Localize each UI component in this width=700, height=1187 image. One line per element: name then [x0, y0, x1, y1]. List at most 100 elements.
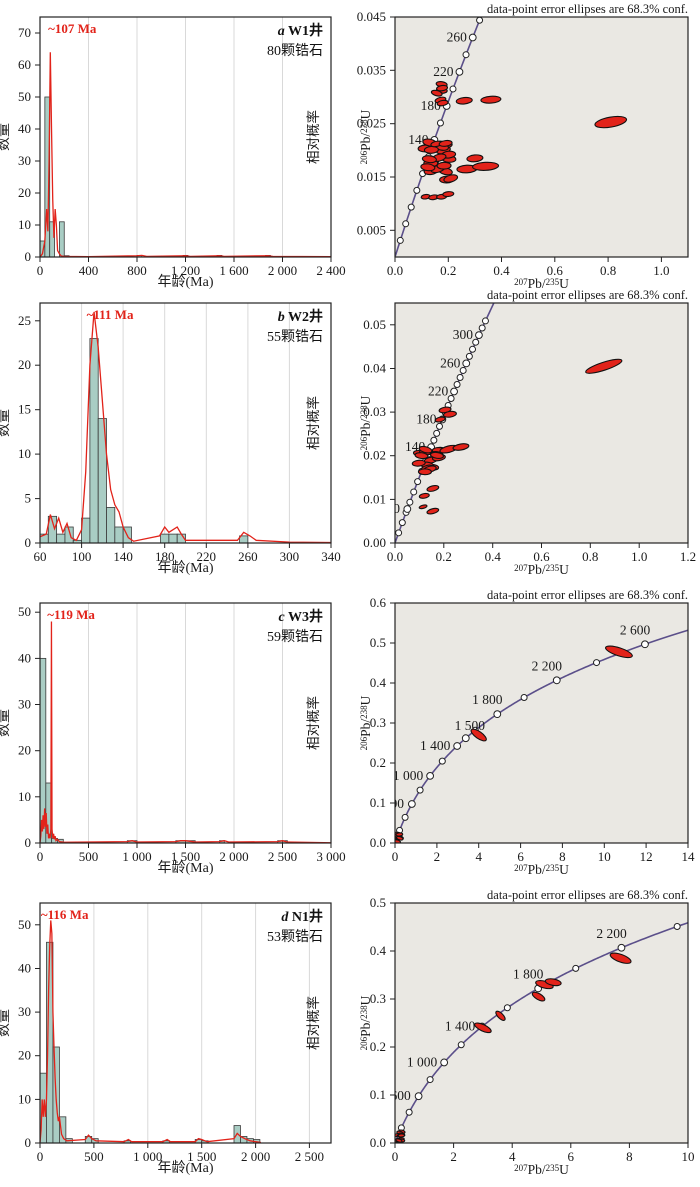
svg-text:10: 10 [682, 1149, 695, 1164]
svg-text:260: 260 [238, 549, 258, 564]
svg-text:1.0: 1.0 [653, 263, 669, 278]
svg-text:500: 500 [84, 1149, 104, 1164]
svg-text:400: 400 [79, 263, 99, 278]
svg-text:0: 0 [37, 849, 44, 864]
svg-text:5: 5 [25, 491, 32, 506]
svg-text:0.8: 0.8 [600, 263, 616, 278]
svg-text:0.0: 0.0 [370, 835, 386, 850]
svg-text:0.8: 0.8 [582, 549, 598, 564]
svg-text:6: 6 [517, 849, 524, 864]
svg-text:0.4: 0.4 [493, 263, 510, 278]
svg-text:220: 220 [428, 384, 449, 399]
svg-text:1 000: 1 000 [407, 1055, 438, 1070]
svg-text:2 000: 2 000 [268, 263, 297, 278]
svg-text:20: 20 [18, 1048, 31, 1063]
svg-text:0.2: 0.2 [440, 263, 456, 278]
svg-text:100: 100 [72, 549, 92, 564]
svg-text:14: 14 [682, 849, 696, 864]
svg-text:0: 0 [37, 1149, 44, 1164]
svg-text:10: 10 [598, 849, 611, 864]
svg-text:0: 0 [392, 849, 399, 864]
svg-text:30: 30 [18, 697, 31, 712]
svg-text:60: 60 [18, 57, 31, 72]
svg-text:2: 2 [450, 1149, 457, 1164]
svg-text:0.1: 0.1 [370, 1087, 386, 1102]
svg-text:50: 50 [18, 917, 31, 932]
svg-text:相对概率: 相对概率 [305, 110, 321, 164]
svg-text:0.6: 0.6 [370, 595, 387, 610]
svg-text:~107 Ma: ~107 Ma [48, 21, 97, 36]
svg-text:12: 12 [640, 849, 653, 864]
svg-text:70: 70 [18, 25, 31, 40]
svg-text:0.015: 0.015 [357, 169, 386, 184]
svg-text:500: 500 [79, 849, 99, 864]
svg-text:2 500: 2 500 [295, 1149, 324, 1164]
svg-text:0.035: 0.035 [357, 62, 386, 77]
svg-text:30: 30 [18, 1004, 31, 1019]
svg-text:0.00: 0.00 [363, 535, 386, 550]
svg-text:1 500: 1 500 [455, 718, 486, 733]
svg-text:数量: 数量 [0, 409, 12, 437]
svg-text:~119 Ma: ~119 Ma [47, 607, 95, 622]
svg-text:1.0: 1.0 [631, 549, 647, 564]
svg-text:a W1井: a W1井 [278, 22, 323, 39]
svg-text:300: 300 [280, 549, 300, 564]
svg-text:1 400: 1 400 [445, 1019, 476, 1034]
svg-text:260: 260 [440, 355, 461, 370]
svg-text:0: 0 [25, 535, 32, 550]
svg-text:60: 60 [34, 549, 47, 564]
svg-text:300: 300 [453, 327, 474, 342]
svg-text:~111 Ma: ~111 Ma [87, 307, 134, 322]
svg-text:55颗锆石: 55颗锆石 [267, 329, 323, 345]
svg-text:1.2: 1.2 [680, 549, 696, 564]
svg-text:50: 50 [18, 604, 31, 619]
svg-text:0.045: 0.045 [357, 9, 386, 24]
svg-text:800: 800 [127, 263, 147, 278]
svg-text:40: 40 [18, 121, 31, 136]
svg-text:4: 4 [509, 1149, 516, 1164]
svg-text:4: 4 [475, 849, 482, 864]
svg-text:0.4: 0.4 [485, 549, 502, 564]
svg-text:年龄(Ma): 年龄(Ma) [158, 1160, 214, 1176]
svg-text:0.05: 0.05 [363, 317, 386, 332]
svg-text:0.0: 0.0 [387, 549, 403, 564]
svg-text:数量: 数量 [0, 1009, 12, 1037]
svg-text:2 500: 2 500 [268, 849, 297, 864]
svg-text:data-point error ellipses are: data-point error ellipses are 68.3% conf… [487, 288, 688, 302]
svg-text:2 000: 2 000 [241, 1149, 270, 1164]
svg-text:0.2: 0.2 [436, 549, 452, 564]
svg-text:0: 0 [25, 249, 32, 264]
svg-text:数量: 数量 [0, 709, 12, 737]
svg-text:data-point error ellipses are: data-point error ellipses are 68.3% conf… [487, 888, 688, 902]
svg-text:340: 340 [321, 549, 341, 564]
svg-text:相对概率: 相对概率 [305, 696, 321, 750]
svg-text:50: 50 [18, 89, 31, 104]
svg-text:0.01: 0.01 [363, 491, 386, 506]
svg-text:1 800: 1 800 [513, 966, 544, 981]
svg-text:b W2井: b W2井 [278, 308, 323, 325]
svg-text:0: 0 [25, 1135, 32, 1150]
svg-text:53颗锆石: 53颗锆石 [267, 929, 323, 945]
svg-text:260: 260 [447, 30, 468, 45]
svg-text:2 000: 2 000 [219, 849, 248, 864]
svg-text:0.4: 0.4 [370, 675, 387, 690]
svg-text:1 600: 1 600 [219, 263, 248, 278]
svg-text:20: 20 [18, 743, 31, 758]
svg-text:0.4: 0.4 [370, 943, 387, 958]
svg-text:10: 10 [18, 789, 31, 804]
svg-text:data-point error ellipses are: data-point error ellipses are 68.3% conf… [487, 2, 688, 16]
svg-text:0.0: 0.0 [370, 1135, 386, 1150]
svg-text:0.2: 0.2 [370, 1039, 386, 1054]
svg-text:40: 40 [18, 961, 31, 976]
svg-text:140: 140 [113, 549, 133, 564]
svg-text:59颗锆石: 59颗锆石 [267, 629, 323, 645]
svg-text:0.0: 0.0 [387, 263, 403, 278]
svg-text:相对概率: 相对概率 [305, 996, 321, 1050]
svg-text:40: 40 [18, 650, 31, 665]
svg-text:0.1: 0.1 [370, 795, 386, 810]
svg-text:1 000: 1 000 [122, 849, 151, 864]
svg-text:8: 8 [626, 1149, 633, 1164]
svg-text:1 000: 1 000 [393, 768, 424, 783]
svg-text:data-point error ellipses are: data-point error ellipses are 68.3% conf… [487, 588, 688, 602]
svg-text:0: 0 [25, 835, 32, 850]
